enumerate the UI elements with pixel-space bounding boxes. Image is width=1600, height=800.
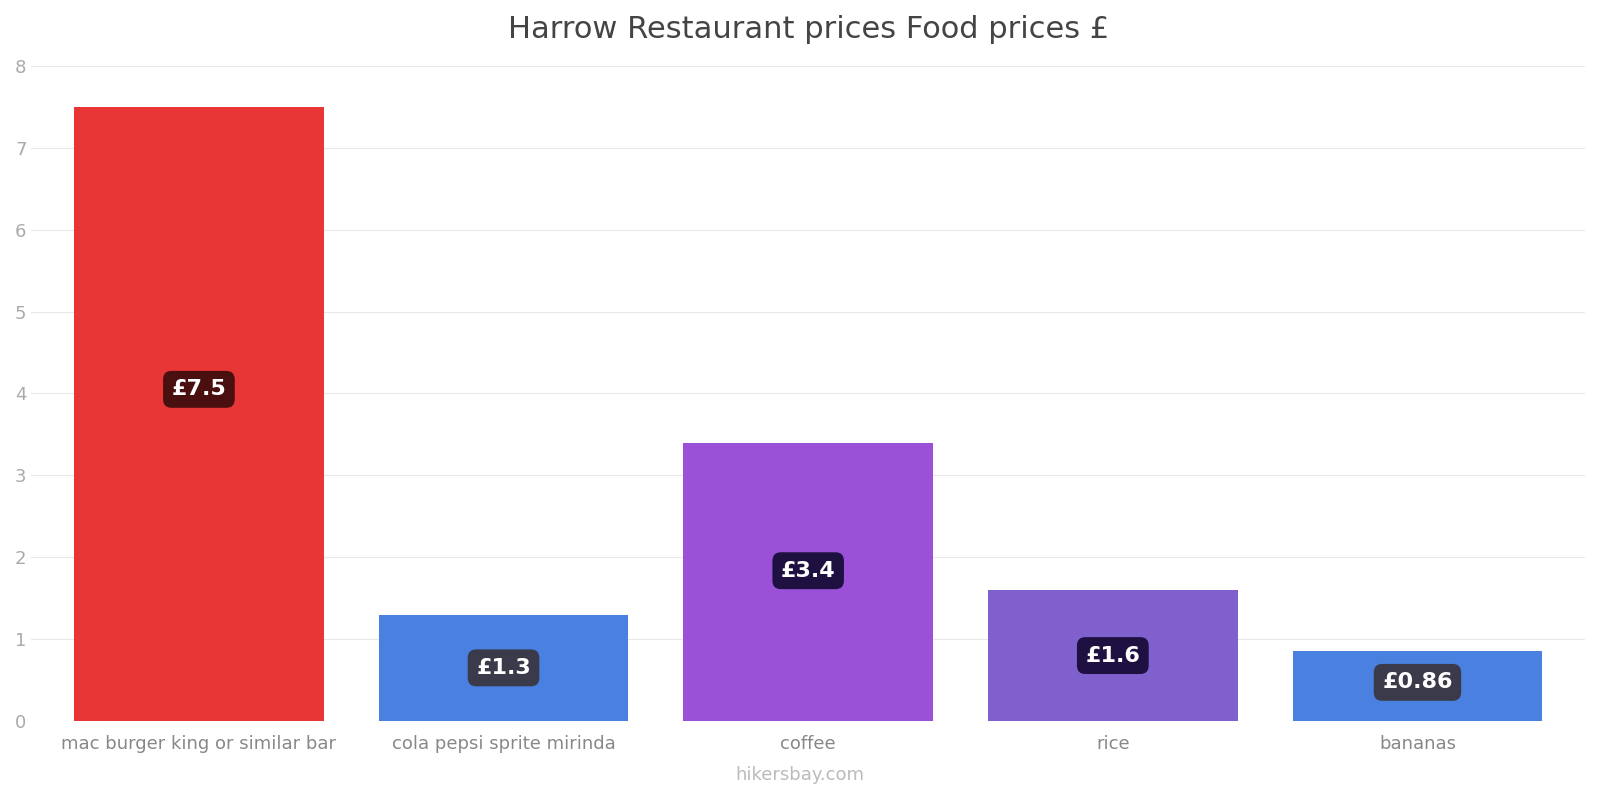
Text: £7.5: £7.5 [171,379,226,399]
Text: £3.4: £3.4 [781,561,835,581]
Text: hikersbay.com: hikersbay.com [736,766,864,784]
Bar [379,614,629,721]
Text: £1.6: £1.6 [1085,646,1141,666]
Text: £0.86: £0.86 [1382,672,1453,692]
Text: £1.3: £1.3 [477,658,531,678]
Bar [1293,650,1542,721]
Bar [987,590,1238,721]
Title: Harrow Restaurant prices Food prices £: Harrow Restaurant prices Food prices £ [507,15,1109,44]
Bar [683,442,933,721]
Bar [74,106,323,721]
